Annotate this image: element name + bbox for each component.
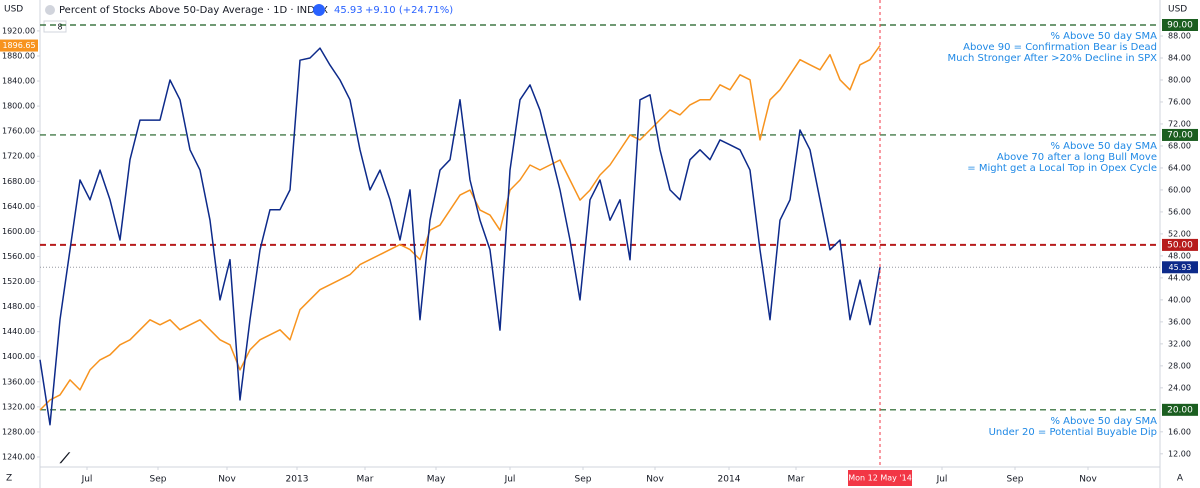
y2-tick-label: 60.00 [1168, 185, 1191, 194]
y2-tick-label: 68.00 [1168, 141, 1191, 150]
y2-tick-label: 16.00 [1168, 427, 1191, 436]
header-last: 45.93 [334, 5, 363, 16]
y2-tick-label: 32.00 [1168, 339, 1191, 348]
y-tick-label: 1800.00 [2, 102, 35, 111]
y2-tick-label: 76.00 [1168, 97, 1191, 106]
crosshair-label: Mon 12 May '14 [848, 474, 912, 483]
y-tick-label: 1440.00 [2, 327, 35, 336]
x-tick-label: Sep [575, 475, 592, 485]
toggle-icon[interactable] [313, 4, 325, 16]
x-tick-label: Nov [646, 475, 664, 485]
level-box [1162, 238, 1198, 251]
x-tick-label: 2013 [286, 475, 309, 485]
last-value-label: 45.93 [1169, 263, 1192, 272]
y-tick-label: 1240.00 [2, 452, 35, 461]
annotation: Above 90 = Confirmation Bear is Dead [963, 42, 1157, 53]
series-line [39, 47, 881, 426]
level-label: 20.00 [1167, 405, 1193, 415]
x-tick-label: Nov [1079, 475, 1097, 485]
y-tick-label: 1560.00 [2, 252, 35, 261]
y-tick-label: 1480.00 [2, 302, 35, 311]
header-title: Percent of Stocks Above 50-Day Average ·… [59, 5, 328, 16]
currency-right: USD [1168, 5, 1187, 15]
level-label: 90.00 [1167, 20, 1193, 30]
annotation: % Above 50 day SMA [1050, 416, 1157, 427]
y-tick-label: 1360.00 [2, 377, 35, 386]
corner-right: A [1177, 474, 1184, 484]
level-box [1162, 403, 1198, 416]
y2-tick-label: 40.00 [1168, 295, 1191, 304]
x-tick-label: Jul [936, 475, 948, 485]
symbol-icon [45, 5, 55, 15]
indicator-box[interactable] [43, 20, 67, 33]
annotation: % Above 50 day SMA [1050, 31, 1157, 42]
annotation: Under 20 = Potential Buyable Dip [989, 427, 1157, 438]
x-tick-label: Sep [1007, 475, 1024, 485]
x-tick-label: Jul [81, 475, 93, 485]
y2-tick-label: 12.00 [1168, 449, 1191, 458]
x-tick-label: Sep [150, 475, 167, 485]
y-tick-label: 1680.00 [2, 177, 35, 186]
logo: ⟋ [59, 451, 71, 467]
level-label: 50.00 [1167, 240, 1193, 250]
y2-tick-label: 28.00 [1168, 361, 1191, 370]
y2-tick-label: 24.00 [1168, 383, 1191, 392]
last-value-label: 1896.65 [2, 41, 35, 50]
y2-tick-label: 48.00 [1168, 251, 1191, 260]
y-tick-label: 1720.00 [2, 152, 35, 161]
x-tick-label: May [427, 475, 446, 485]
y-tick-label: 1520.00 [2, 277, 35, 286]
annotation: = Might get a Local Top in Opex Cycle [967, 163, 1157, 174]
y-tick-label: 1320.00 [2, 402, 35, 411]
annotation: Much Stronger After >20% Decline in SPX [948, 53, 1158, 64]
x-tick-label: Jul [504, 475, 516, 485]
currency-left: USD [4, 5, 23, 15]
x-tick-label: Nov [218, 475, 236, 485]
y2-tick-label: 88.00 [1168, 31, 1191, 40]
y-tick-label: 1920.00 [2, 26, 35, 35]
y-tick-label: 1760.00 [2, 127, 35, 136]
header-change: +9.10 (+24.71%) [365, 5, 453, 16]
y-tick-label: 1600.00 [2, 227, 35, 236]
y2-tick-label: 52.00 [1168, 229, 1191, 238]
y2-tick-label: 72.00 [1168, 119, 1191, 128]
annotation: Above 70 after a long Bull Move [997, 152, 1157, 163]
crosshair-box [848, 470, 912, 486]
y-tick-label: 1400.00 [2, 352, 35, 361]
annotation: % Above 50 day SMA [1050, 141, 1157, 152]
y-tick-label: 1280.00 [2, 427, 35, 436]
last-value-box [1162, 261, 1198, 274]
series-line [39, 45, 881, 411]
y2-tick-label: 80.00 [1168, 75, 1191, 84]
level-label: 70.00 [1167, 130, 1193, 140]
y2-tick-label: 44.00 [1168, 273, 1191, 282]
corner-left: Z [6, 474, 12, 484]
y2-tick-label: 36.00 [1168, 317, 1191, 326]
y2-tick-label: 84.00 [1168, 53, 1191, 62]
y-tick-label: 1640.00 [2, 202, 35, 211]
y-tick-label: 1840.00 [2, 77, 35, 86]
x-tick-label: Mar [788, 475, 805, 485]
x-tick-label: Mar [357, 475, 374, 485]
x-tick-label: 2014 [718, 475, 741, 485]
last-value-box [0, 39, 38, 52]
y-tick-label: 1880.00 [2, 51, 35, 60]
indicator-count: 8 [57, 23, 62, 32]
level-box [1162, 128, 1198, 141]
level-box [1162, 18, 1198, 31]
y2-tick-label: 56.00 [1168, 207, 1191, 216]
y2-tick-label: 64.00 [1168, 163, 1191, 172]
